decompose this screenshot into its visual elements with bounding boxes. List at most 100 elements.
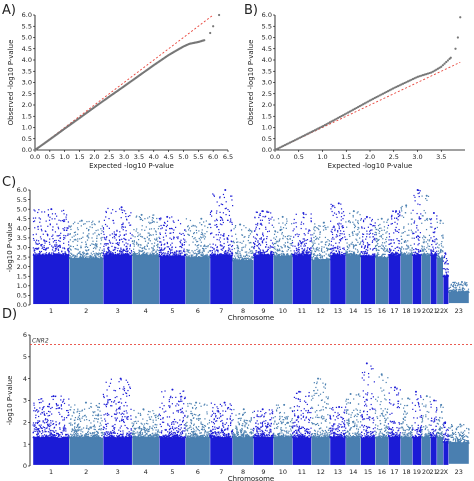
data-point <box>456 36 459 39</box>
snp-point <box>357 251 359 253</box>
snp-point <box>255 252 257 254</box>
snp-point <box>244 236 246 238</box>
snp-point <box>439 249 442 251</box>
snp-point <box>152 252 154 254</box>
snp-point <box>215 212 218 214</box>
snp-point <box>427 245 429 247</box>
snp-point <box>429 239 431 241</box>
snp-point <box>309 240 311 242</box>
snp-point <box>159 249 161 251</box>
snp-point <box>72 411 75 413</box>
snp-point <box>369 232 372 234</box>
snp-point <box>417 249 420 251</box>
snp-point <box>342 237 344 239</box>
snp-point <box>57 249 60 251</box>
data-point <box>338 115 341 119</box>
snp-point <box>327 249 329 251</box>
snp-point <box>266 243 268 246</box>
snp-point <box>325 253 327 255</box>
snp-point <box>119 251 121 253</box>
snp-point <box>314 223 316 225</box>
snp-point <box>369 244 371 246</box>
snp-point <box>377 243 379 245</box>
snp-point <box>76 227 79 229</box>
snp-point <box>106 236 108 238</box>
snp-point <box>408 247 410 249</box>
snp-point <box>434 231 436 233</box>
snp-point <box>133 252 135 255</box>
snp-point <box>363 227 366 229</box>
snp-point <box>80 237 83 240</box>
snp-point <box>360 254 362 256</box>
chromosome-label: 6 <box>196 307 200 315</box>
snp-point <box>66 417 68 419</box>
snp-point <box>95 253 97 255</box>
snp-point <box>99 428 101 430</box>
snp-point <box>277 255 279 257</box>
snp-point <box>339 253 341 255</box>
snp-point <box>240 254 242 256</box>
snp-point <box>255 211 257 213</box>
snp-point <box>183 241 186 243</box>
snp-point <box>214 250 216 252</box>
snp-point <box>349 254 351 256</box>
data-point <box>323 123 326 127</box>
snp-point <box>335 250 337 253</box>
snp-point <box>80 254 82 256</box>
snp-point <box>194 225 196 227</box>
snp-point <box>268 217 270 220</box>
snp-point <box>268 219 270 221</box>
snp-point <box>77 228 79 231</box>
snp-point <box>198 251 200 254</box>
snp-point <box>91 224 93 226</box>
snp-point <box>87 234 89 236</box>
snp-point <box>157 243 159 245</box>
snp-point <box>275 241 277 243</box>
snp-point <box>112 254 114 256</box>
snp-point <box>379 256 381 258</box>
snp-point <box>53 427 55 429</box>
snp-point <box>380 235 382 237</box>
snp-point <box>133 240 135 242</box>
data-point <box>307 132 310 135</box>
snp-point <box>401 252 403 255</box>
snp-point <box>259 252 261 255</box>
snp-point <box>328 258 330 260</box>
snp-point <box>420 254 423 256</box>
snp-point <box>59 234 61 236</box>
peak-point <box>52 395 55 398</box>
x-tick-label: 1.0 <box>317 153 327 161</box>
snp-point <box>76 257 78 260</box>
snp-point <box>401 232 403 234</box>
snp-point <box>167 253 169 255</box>
snp-point <box>427 254 429 256</box>
snp-point <box>67 433 69 435</box>
snp-point <box>357 222 359 225</box>
y-tick-label: 3.0 <box>22 79 32 87</box>
snp-point <box>190 256 192 259</box>
snp-point <box>58 435 60 437</box>
snp-point <box>51 395 53 398</box>
snp-point <box>319 231 321 234</box>
snp-point <box>160 250 162 252</box>
snp-point <box>362 233 364 235</box>
chromosome-3 <box>102 206 133 305</box>
snp-point <box>138 251 140 253</box>
snp-point <box>303 252 305 254</box>
snp-point <box>404 230 406 233</box>
snp-point <box>115 254 117 256</box>
snp-point <box>314 256 316 259</box>
snp-point <box>340 219 342 221</box>
snp-point <box>122 223 124 225</box>
snp-point <box>356 249 359 251</box>
snp-point <box>295 252 298 254</box>
snp-point <box>37 225 39 228</box>
snp-point <box>338 228 340 230</box>
snp-point <box>400 249 402 251</box>
snp-point <box>380 256 382 259</box>
snp-point <box>276 255 278 257</box>
snp-point <box>49 432 51 434</box>
snp-point <box>128 222 130 224</box>
snp-point <box>389 254 391 256</box>
snp-point <box>276 240 278 242</box>
